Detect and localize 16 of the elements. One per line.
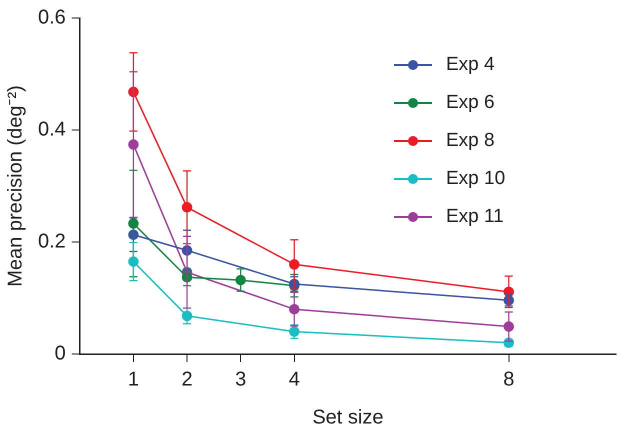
y-tick-label: 0 [54, 342, 66, 365]
y-tick-label: 0.6 [38, 6, 66, 29]
legend-label: Exp 4 [446, 54, 495, 76]
x-axis-title: Set size [312, 406, 384, 429]
x-tick-label: 2 [181, 368, 193, 391]
y-axis-title: Mean precision (deg⁻²) [4, 85, 27, 287]
legend-label: Exp 11 [446, 206, 504, 228]
legend-label: Exp 10 [446, 168, 506, 190]
y-tick-label: 0.4 [38, 118, 66, 141]
legend-label: Exp 6 [446, 92, 495, 114]
x-tick-label: 8 [503, 368, 514, 391]
x-tick-label: 4 [288, 368, 300, 391]
x-tick-label: 1 [128, 368, 139, 391]
x-tick-label: 3 [235, 368, 246, 391]
legend-label: Exp 8 [446, 130, 495, 152]
y-tick-label: 0.2 [38, 230, 66, 253]
